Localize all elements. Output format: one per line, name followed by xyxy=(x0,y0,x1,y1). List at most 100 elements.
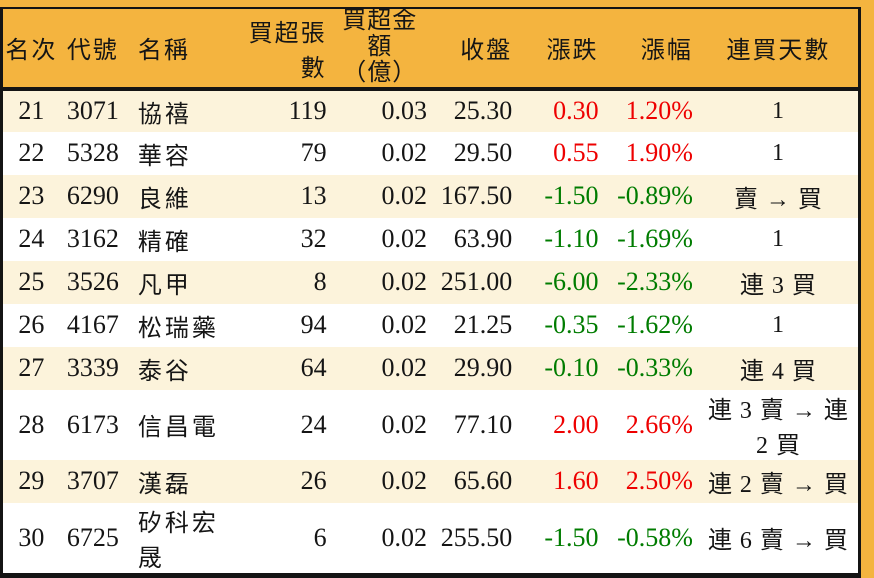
close-cell: 255.50 xyxy=(440,522,513,552)
close-cell: 77.10 xyxy=(453,409,513,439)
volume-cell: 64 xyxy=(300,353,327,383)
streak-cell: 1 xyxy=(771,97,785,124)
rank-cell: 25 xyxy=(18,267,45,297)
volume-cell: 79 xyxy=(300,138,327,168)
table-header: 名次 代號 名稱 買超張數 買超金額 （億） 收盤 漲跌 漲幅 連買天數 xyxy=(1,8,860,89)
rank-cell: 22 xyxy=(18,138,45,168)
code-cell: 4167 xyxy=(66,310,119,340)
name-cell: 信昌電 xyxy=(137,415,219,442)
amount-cell: 0.02 xyxy=(381,224,427,254)
header-row: 名次 代號 名稱 買超張數 買超金額 （億） 收盤 漲跌 漲幅 連買天數 xyxy=(1,8,860,89)
rank-cell: 27 xyxy=(18,353,45,383)
pct-cell: 1.20% xyxy=(625,96,693,126)
name-cell: 華容 xyxy=(137,143,192,170)
table-row: 24 3162 精確 32 0.02 63.90 -1.10 -1.69% 1 xyxy=(1,217,860,261)
header-name: 名稱 xyxy=(137,38,190,65)
volume-cell: 26 xyxy=(300,466,327,496)
table-body: 21 3071 協禧 119 0.03 25.30 0.30 1.20% 1 22 5328 華容 79… xyxy=(1,88,860,576)
code-cell: 3162 xyxy=(66,224,119,254)
rank-cell: 26 xyxy=(18,310,45,340)
table-row: 21 3071 協禧 119 0.03 25.30 0.30 1.20% 1 xyxy=(1,88,860,132)
pct-cell: -0.89% xyxy=(617,181,693,211)
rank-cell: 29 xyxy=(18,466,45,496)
rank-cell: 28 xyxy=(18,409,45,439)
header-code: 代號 xyxy=(66,38,119,65)
net-buy-ranking-table: 名次 代號 名稱 買超張數 買超金額 （億） 收盤 漲跌 漲幅 連買天數 21 3… xyxy=(0,7,861,578)
name-cell: 松瑞藥 xyxy=(137,315,219,342)
streak-cell: 賣 → 買 xyxy=(733,186,823,213)
table-row: 30 6725 矽科宏晟 6 0.02 255.50 -1.50 -0.58% 連 6 賣 → … xyxy=(1,502,860,576)
amount-cell: 0.02 xyxy=(381,353,427,383)
pct-cell: -0.33% xyxy=(617,353,693,383)
streak-cell: 連 3 賣 → 連 2 買 xyxy=(707,397,849,459)
change-cell: 0.55 xyxy=(553,138,599,168)
amount-cell: 0.03 xyxy=(381,96,427,126)
streak-cell: 連 3 買 xyxy=(739,272,817,299)
amount-cell: 0.02 xyxy=(381,138,427,168)
code-cell: 6725 xyxy=(66,522,119,552)
streak-cell: 1 xyxy=(771,311,785,338)
volume-cell: 32 xyxy=(300,224,327,254)
streak-cell: 連 4 買 xyxy=(739,358,817,385)
code-cell: 3071 xyxy=(66,96,119,126)
name-cell: 矽科宏晟 xyxy=(137,510,219,572)
amount-cell: 0.02 xyxy=(381,181,427,211)
pct-cell: -0.58% xyxy=(617,522,693,552)
rank-cell: 24 xyxy=(18,224,45,254)
close-cell: 21.25 xyxy=(453,310,513,340)
streak-cell: 連 2 賣 → 買 xyxy=(707,471,849,498)
header-volume: 買超張數 xyxy=(248,20,327,82)
code-cell: 3526 xyxy=(66,267,119,297)
close-cell: 251.00 xyxy=(440,267,513,297)
table-row: 25 3526 凡甲 8 0.02 251.00 -6.00 -2.33% 連 3 買 xyxy=(1,260,860,304)
amount-cell: 0.02 xyxy=(381,409,427,439)
pct-cell: 2.50% xyxy=(625,466,693,496)
streak-cell: 1 xyxy=(771,225,785,252)
code-cell: 3339 xyxy=(66,353,119,383)
table-row: 22 5328 華容 79 0.02 29.50 0.55 1.90% 1 xyxy=(1,131,860,175)
change-cell: -1.10 xyxy=(544,224,599,254)
code-cell: 6173 xyxy=(66,409,119,439)
change-cell: -6.00 xyxy=(544,267,599,297)
header-pct: 漲幅 xyxy=(640,38,693,65)
amount-cell: 0.02 xyxy=(381,267,427,297)
amount-cell: 0.02 xyxy=(381,522,427,552)
header-close: 收盤 xyxy=(460,38,513,65)
change-cell: -0.35 xyxy=(544,310,599,340)
header-amount-line2: （億） xyxy=(342,59,418,86)
header-streak: 連買天數 xyxy=(726,38,831,65)
name-cell: 漢磊 xyxy=(137,471,192,498)
change-cell: -0.10 xyxy=(544,353,599,383)
amount-cell: 0.02 xyxy=(381,310,427,340)
pct-cell: 2.66% xyxy=(625,409,693,439)
header-change: 漲跌 xyxy=(546,38,599,65)
volume-cell: 6 xyxy=(313,522,327,552)
table-row: 23 6290 良維 13 0.02 167.50 -1.50 -0.89% 賣 → 買 xyxy=(1,174,860,218)
close-cell: 29.90 xyxy=(453,353,513,383)
volume-cell: 8 xyxy=(313,267,327,297)
pct-cell: 1.90% xyxy=(625,138,693,168)
change-cell: 0.30 xyxy=(553,96,599,126)
table-row: 29 3707 漢磊 26 0.02 65.60 1.60 2.50% 連 2 賣 → 買 xyxy=(1,459,860,503)
close-cell: 63.90 xyxy=(453,224,513,254)
amount-cell: 0.02 xyxy=(381,466,427,496)
pct-cell: -1.62% xyxy=(617,310,693,340)
volume-cell: 119 xyxy=(288,96,327,126)
change-cell: -1.50 xyxy=(544,522,599,552)
close-cell: 65.60 xyxy=(453,466,513,496)
name-cell: 泰谷 xyxy=(137,358,192,385)
name-cell: 精確 xyxy=(137,229,192,256)
pct-cell: -1.69% xyxy=(617,224,693,254)
code-cell: 3707 xyxy=(66,466,119,496)
table-row: 28 6173 信昌電 24 0.02 77.10 2.00 2.66% 連 3 賣 → 連 2… xyxy=(1,389,860,460)
table-row: 26 4167 松瑞藥 94 0.02 21.25 -0.35 -1.62% 1 xyxy=(1,303,860,347)
volume-cell: 13 xyxy=(300,181,327,211)
close-cell: 25.30 xyxy=(453,96,513,126)
rank-cell: 21 xyxy=(18,96,45,126)
change-cell: 1.60 xyxy=(553,466,599,496)
change-cell: -1.50 xyxy=(544,181,599,211)
header-amount: 買超金額 （億） xyxy=(333,8,433,89)
volume-cell: 24 xyxy=(300,409,327,439)
table-row: 27 3339 泰谷 64 0.02 29.90 -0.10 -0.33% 連 4 買 xyxy=(1,346,860,390)
